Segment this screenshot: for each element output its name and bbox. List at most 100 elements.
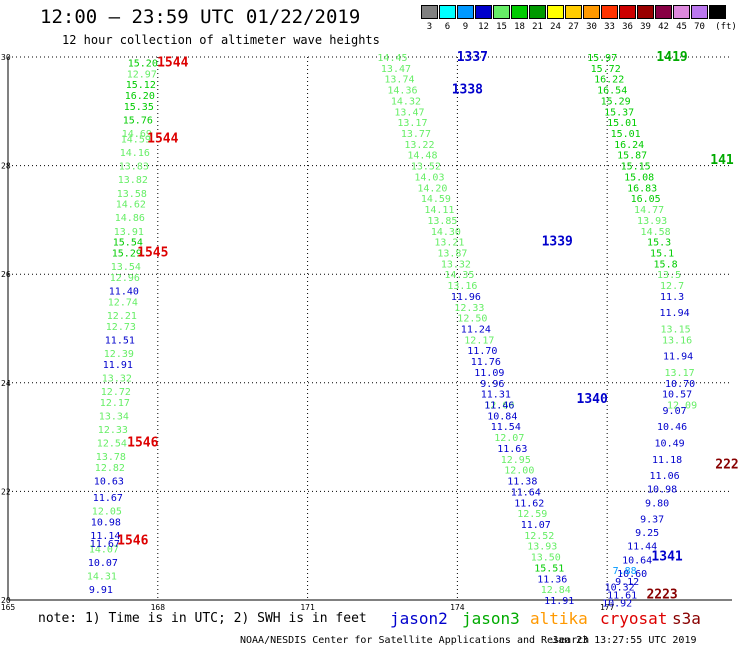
data-value: 12.05 (92, 506, 122, 517)
data-value: 13.5 (657, 270, 681, 281)
data-value: 12.39 (104, 349, 134, 360)
legend-unit: (ft) (715, 22, 737, 32)
data-value: 14.69 (122, 129, 152, 140)
data-value: 13.22 (404, 140, 434, 151)
data-value: 11.94 (660, 308, 690, 319)
pass-time-label: 1544 (157, 55, 188, 70)
data-value: 14.03 (414, 172, 444, 183)
data-value: 11.64 (511, 487, 541, 498)
data-value: 12.17 (100, 398, 130, 409)
data-value: 11.76 (471, 357, 501, 368)
data-value: 12.00 (504, 466, 534, 477)
data-value: 15.76 (123, 115, 153, 126)
data-value: 13.16 (447, 281, 477, 292)
data-value: 13.34 (99, 411, 129, 422)
data-value: 11.14 (90, 531, 120, 542)
data-value: 13.47 (381, 64, 411, 75)
data-value: 13.32 (102, 373, 132, 384)
legend-swatch (583, 5, 600, 19)
data-value: 10.57 (662, 390, 692, 401)
legend-swatch (565, 5, 582, 19)
data-value: 10.98 (647, 485, 677, 496)
legend-swatch (475, 5, 492, 19)
legend-swatch (457, 5, 474, 19)
data-value: 12.97 (127, 69, 157, 80)
data-value: 13.93 (637, 216, 667, 227)
data-value: 12.21 (107, 311, 137, 322)
legend-bin-label: 21 (532, 22, 543, 32)
legend-s3a: s3a (672, 609, 701, 628)
legend-swatch (709, 5, 726, 19)
data-value: 13.50 (531, 553, 561, 564)
data-value: 10.64 (622, 555, 652, 566)
data-value: 9.07 (663, 406, 687, 417)
data-value: 11.91 (544, 596, 574, 607)
data-value: 9.25 (635, 528, 659, 539)
y-tick-label: 20 (1, 596, 11, 605)
data-value: 11.62 (514, 498, 544, 509)
y-tick-label: 30 (1, 53, 11, 62)
data-value: 15.37 (604, 107, 634, 118)
data-value: 13.16 (662, 335, 692, 346)
data-value: 15.29 (112, 248, 142, 259)
data-value: 11.3 (660, 292, 684, 303)
data-value: 13.54 (111, 262, 141, 273)
legend-swatch (439, 5, 456, 19)
data-value: 12.59 (517, 509, 547, 520)
legend-bin-label: 45 (676, 22, 687, 32)
data-value: 12.7 (660, 281, 684, 292)
data-value: 11.94 (663, 352, 693, 363)
data-value: 13.82 (118, 175, 148, 186)
data-value: 10.70 (665, 379, 695, 390)
data-value: 15.8 (654, 259, 678, 270)
data-value: 11.18 (652, 455, 682, 466)
data-value: 13.47 (394, 107, 424, 118)
data-value: 11.46 (484, 401, 514, 412)
legend-bin-label: 30 (586, 22, 597, 32)
data-value: 11.96 (451, 292, 481, 303)
data-value: 10.98 (91, 517, 121, 528)
data-value: 13.87 (437, 248, 467, 259)
data-value: 14.62 (116, 200, 146, 211)
data-value: 10.63 (94, 477, 124, 488)
data-value: 16.24 (614, 140, 644, 151)
data-value: 13.58 (117, 189, 147, 200)
data-value: 16.20 (125, 91, 155, 102)
data-value: 16.54 (597, 86, 627, 97)
data-value: 12.95 (501, 455, 531, 466)
data-value: 16.22 (594, 75, 624, 86)
data-value: 15.01 (607, 118, 637, 129)
pass-time-label: 1339 (542, 235, 573, 250)
data-value: 12.72 (101, 387, 131, 398)
data-value: 15.87 (617, 151, 647, 162)
pass-time-label: 1544 (147, 131, 178, 146)
data-value: 11.54 (491, 422, 521, 433)
data-value: 12.73 (106, 322, 136, 333)
data-value: 12.84 (541, 585, 571, 596)
pass-time-label: 1419 (656, 50, 687, 65)
legend-jason3: jason3 (462, 609, 520, 628)
data-value: 15.3 (647, 238, 671, 249)
data-value: 15.15 (621, 162, 651, 173)
legend-swatch (511, 5, 528, 19)
data-value: 9.80 (645, 498, 669, 509)
data-value: 12.07 (494, 433, 524, 444)
data-value: 11.07 (521, 520, 551, 531)
data-value: 15.35 (124, 102, 154, 113)
data-value: 12.33 (454, 303, 484, 314)
legend-bin-label: 15 (496, 22, 507, 32)
data-value: 11.63 (497, 444, 527, 455)
data-value: 14.16 (120, 148, 150, 159)
data-value: 15.1 (650, 248, 674, 259)
pass-time-label: 141 (710, 153, 734, 168)
legend-bin-label: 9 (462, 22, 469, 32)
page-subtitle: 12 hour collection of altimeter wave hei… (62, 33, 380, 47)
data-value: 11.09 (474, 368, 504, 379)
x-tick-label: 165 (1, 603, 16, 612)
pass-time-label: 2223 (646, 588, 677, 603)
legend-bin-label: 6 (444, 22, 451, 32)
data-value: 15.51 (534, 563, 564, 574)
y-tick-label: 24 (1, 379, 11, 388)
data-value: 14.07 (89, 544, 119, 555)
